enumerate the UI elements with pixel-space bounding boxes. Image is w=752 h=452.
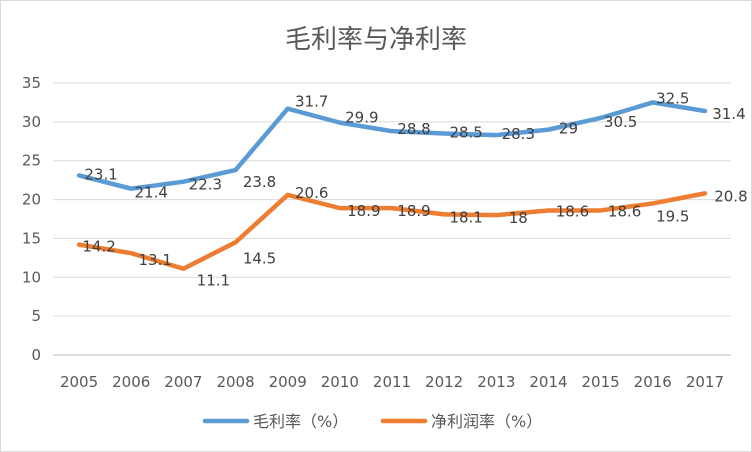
y-tick-label: 35 <box>22 74 41 92</box>
data-label: 11.1 <box>197 272 230 290</box>
y-tick-label: 15 <box>22 229 41 247</box>
data-label: 18.9 <box>397 202 430 220</box>
data-label-layer: 23.1 21.4 22.3 23.8 31.7 29.9 28.8 28.5 28.3 29 30… <box>82 89 747 289</box>
series-line-gross-margin <box>76 100 708 191</box>
data-label: 28.3 <box>502 125 535 143</box>
x-tick-label: 2006 <box>112 373 150 391</box>
x-tick-label: 2014 <box>529 373 567 391</box>
data-label: 31.4 <box>712 105 745 123</box>
data-label: 13.1 <box>139 251 172 269</box>
legend-item-net-margin-label: 净利润率（%） <box>431 412 542 431</box>
data-label: 28.8 <box>397 120 430 138</box>
x-tick-label: 2015 <box>582 373 620 391</box>
data-label: 29.9 <box>345 109 378 127</box>
data-label: 31.7 <box>295 93 328 111</box>
data-label: 30.5 <box>604 113 637 131</box>
legend: 毛利率（%） 净利润率（%） <box>202 412 542 431</box>
data-label: 18.6 <box>556 202 589 220</box>
y-tick-label: 5 <box>31 307 41 325</box>
x-tick-label: 2016 <box>634 373 672 391</box>
x-tick-label: 2012 <box>425 373 463 391</box>
y-tick-label: 10 <box>22 268 41 286</box>
data-label: 28.5 <box>449 124 482 142</box>
y-tick-label: 25 <box>22 152 41 170</box>
grid-layer <box>53 82 731 356</box>
data-label: 14.2 <box>82 238 115 256</box>
x-tick-label: 2010 <box>321 373 359 391</box>
x-tick-label: 2013 <box>477 373 515 391</box>
y-tick-label: 30 <box>22 113 41 131</box>
data-label: 18.9 <box>347 202 380 220</box>
data-label: 21.4 <box>135 184 168 202</box>
data-label: 18.1 <box>449 208 482 226</box>
x-tick-label: 2008 <box>216 373 254 391</box>
x-tick-label: 2007 <box>164 373 202 391</box>
data-label: 18.6 <box>608 202 641 220</box>
data-label: 29 <box>559 120 578 138</box>
data-label: 18 <box>509 209 528 227</box>
y-tick-label: 0 <box>31 346 41 364</box>
data-label: 20.6 <box>295 184 328 202</box>
data-label: 32.5 <box>656 89 689 107</box>
data-label: 14.5 <box>243 249 276 267</box>
chart-title: 毛利率与净利率 <box>284 25 467 55</box>
data-label: 23.1 <box>84 165 117 183</box>
legend-item-gross-margin-label: 毛利率（%） <box>253 412 348 431</box>
x-tick-label: 2009 <box>269 373 307 391</box>
data-label: 19.5 <box>656 207 689 225</box>
data-label: 20.8 <box>714 187 747 205</box>
x-tick-label: 2017 <box>686 373 724 391</box>
data-label: 23.8 <box>243 173 276 191</box>
data-label: 22.3 <box>189 176 222 194</box>
series-line-net-margin <box>76 191 708 271</box>
series-layer <box>76 100 708 271</box>
x-tick-label: 2005 <box>60 373 98 391</box>
y-tick-label: 20 <box>22 191 41 209</box>
x-tick-label: 2011 <box>373 373 411 391</box>
axis-layer: 0 5 10 15 20 25 30 35 2005 2006 2007 2008 2009 2010 20… <box>22 74 724 391</box>
